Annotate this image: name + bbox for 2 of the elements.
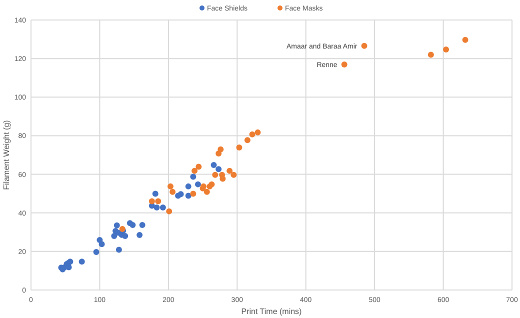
y-axis-title: Filament Weight (g) xyxy=(2,120,11,190)
x-axis-title: Print Time (mins) xyxy=(241,307,302,316)
